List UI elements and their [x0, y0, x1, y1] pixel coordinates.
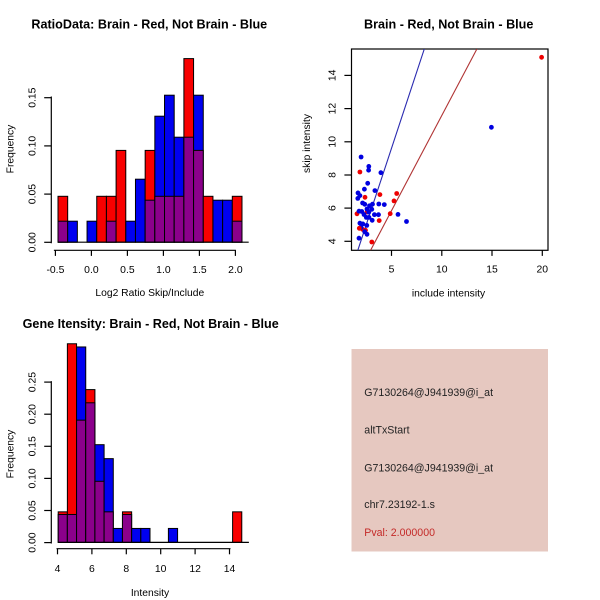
svg-text:Intensity: Intensity: [131, 588, 170, 599]
svg-text:include intensity: include intensity: [412, 288, 486, 299]
svg-text:0.5: 0.5: [120, 265, 135, 276]
svg-text:2.0: 2.0: [228, 265, 243, 276]
svg-text:1.0: 1.0: [156, 265, 171, 276]
svg-text:8: 8: [328, 172, 339, 178]
svg-text:6: 6: [328, 205, 339, 211]
svg-text:RatioData: Brain - Red, Not Br: RatioData: Brain - Red, Not Brain - Blue: [31, 18, 267, 32]
svg-text:Brain - Red, Not Brain - Blue: Brain - Red, Not Brain - Blue: [364, 17, 533, 31]
svg-text:0.05: 0.05: [28, 500, 39, 520]
svg-text:0.00: 0.00: [28, 532, 39, 552]
svg-text:0.15: 0.15: [28, 87, 39, 107]
svg-text:G7130264@J941939@i_at: G7130264@J941939@i_at: [364, 462, 493, 474]
svg-text:10: 10: [436, 264, 448, 275]
svg-text:8: 8: [123, 564, 129, 575]
svg-text:0.05: 0.05: [28, 184, 39, 204]
svg-text:Gene Itensity: Brain - Red, No: Gene Itensity: Brain - Red, Not Brain - …: [23, 317, 279, 331]
svg-text:0.20: 0.20: [28, 404, 39, 424]
svg-text:altTxStart: altTxStart: [364, 424, 409, 436]
svg-text:skip intensity: skip intensity: [302, 113, 313, 173]
svg-text:4: 4: [55, 564, 61, 575]
svg-text:12: 12: [189, 564, 201, 575]
svg-text:Frequency: Frequency: [6, 124, 17, 174]
svg-text:0.10: 0.10: [28, 136, 39, 156]
svg-text:Pval: 2.000000: Pval: 2.000000: [364, 527, 435, 539]
svg-text:14: 14: [224, 564, 236, 575]
svg-text:4: 4: [328, 238, 339, 244]
svg-text:1.5: 1.5: [192, 265, 207, 276]
svg-text:0.00: 0.00: [28, 232, 39, 252]
svg-text:Log2 Ratio Skip/Include: Log2 Ratio Skip/Include: [95, 288, 204, 299]
svg-text:0.25: 0.25: [28, 372, 39, 392]
svg-text:5: 5: [389, 264, 395, 275]
svg-text:0.10: 0.10: [28, 468, 39, 488]
svg-text:20: 20: [537, 264, 549, 275]
svg-text:0.0: 0.0: [84, 265, 99, 276]
svg-text:10: 10: [328, 136, 339, 148]
svg-text:14: 14: [328, 69, 339, 81]
svg-text:6: 6: [89, 564, 95, 575]
svg-text:12: 12: [328, 103, 339, 115]
svg-text:10: 10: [155, 564, 167, 575]
svg-text:15: 15: [486, 264, 498, 275]
svg-text:chr7.23192-1.s: chr7.23192-1.s: [364, 499, 435, 511]
svg-text:Frequency: Frequency: [6, 429, 17, 479]
svg-text:0.15: 0.15: [28, 436, 39, 456]
svg-text:-0.5: -0.5: [46, 265, 64, 276]
svg-text:G7130264@J941939@i_at: G7130264@J941939@i_at: [364, 387, 493, 399]
